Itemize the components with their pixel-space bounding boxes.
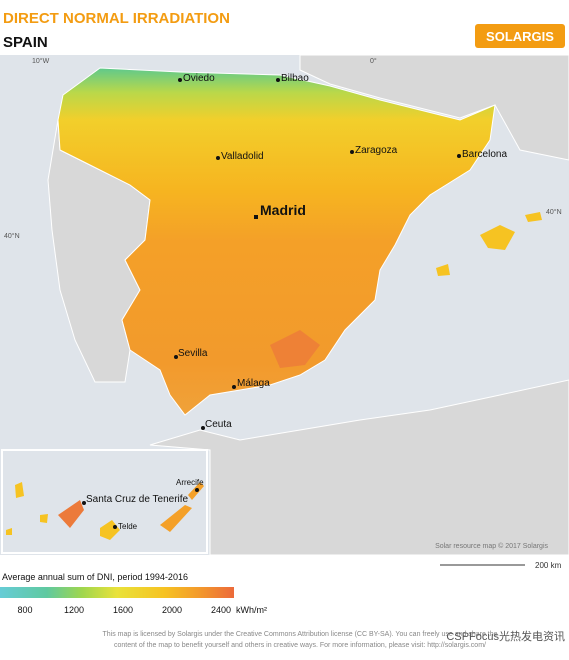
- graticule-label: 10°W: [32, 57, 50, 65]
- city-label: Valladolid: [221, 151, 264, 162]
- ibiza: [436, 264, 450, 276]
- city-label: Málaga: [237, 378, 270, 389]
- subtitle: SPAIN: [3, 34, 48, 51]
- scale-label: 200 km: [535, 561, 562, 570]
- spain: [57, 67, 496, 416]
- menorca: [525, 212, 542, 222]
- city-label: Oviedo: [183, 73, 215, 84]
- city-label: Bilbao: [281, 73, 309, 84]
- legend-tick-label: 2400: [211, 605, 231, 615]
- legend-tick-label: 1600: [113, 605, 133, 615]
- city-label: Zaragoza: [355, 145, 398, 156]
- legend-tick-label: 2000: [162, 605, 182, 615]
- legend-ticks: 800 1200 1600 2000 2400: [17, 605, 231, 615]
- legend-tick-label: 800: [17, 605, 32, 615]
- legend-title: Average annual sum of DNI, period 1994-2…: [2, 572, 188, 582]
- city-label: Madrid: [260, 202, 306, 218]
- watermark: CSPFocus光热发电资讯: [446, 629, 565, 643]
- island: [15, 482, 24, 498]
- cities: Oviedo Bilbao Valladolid Zaragoza Barcel…: [174, 73, 507, 430]
- logo-badge: [475, 24, 565, 48]
- legend-bar: [0, 587, 234, 598]
- france: [299, 54, 569, 161]
- hot-spot: [270, 330, 320, 368]
- city-label: Ceuta: [205, 419, 232, 430]
- island: [58, 500, 84, 528]
- city-label: Sevilla: [178, 348, 208, 359]
- graticule-label: 40°N: [546, 208, 562, 216]
- city-label: Telde: [118, 522, 138, 531]
- footer-line: content of the map to benefit yourself a…: [114, 642, 486, 649]
- legend-tick-label: 1200: [64, 605, 84, 615]
- logo: SOLARGIS: [486, 29, 554, 44]
- title: DIRECT NORMAL IRRADIATION: [3, 10, 230, 27]
- mallorca: [480, 225, 515, 250]
- credit: Solar resource map © 2017 Solargis: [435, 542, 548, 550]
- island: [40, 514, 48, 523]
- island: [6, 528, 12, 535]
- city-label: Barcelona: [462, 149, 507, 160]
- africa: [149, 379, 569, 556]
- footer-line: This map is licensed by Solargis under t…: [102, 631, 497, 638]
- legend-unit: kWh/m²: [236, 605, 267, 615]
- city-label: Arrecife: [176, 478, 204, 487]
- island: [160, 505, 192, 532]
- graticule-label: 0°: [370, 57, 377, 65]
- graticule-label: 40°N: [4, 232, 20, 240]
- city-label: Santa Cruz de Tenerife: [86, 494, 189, 505]
